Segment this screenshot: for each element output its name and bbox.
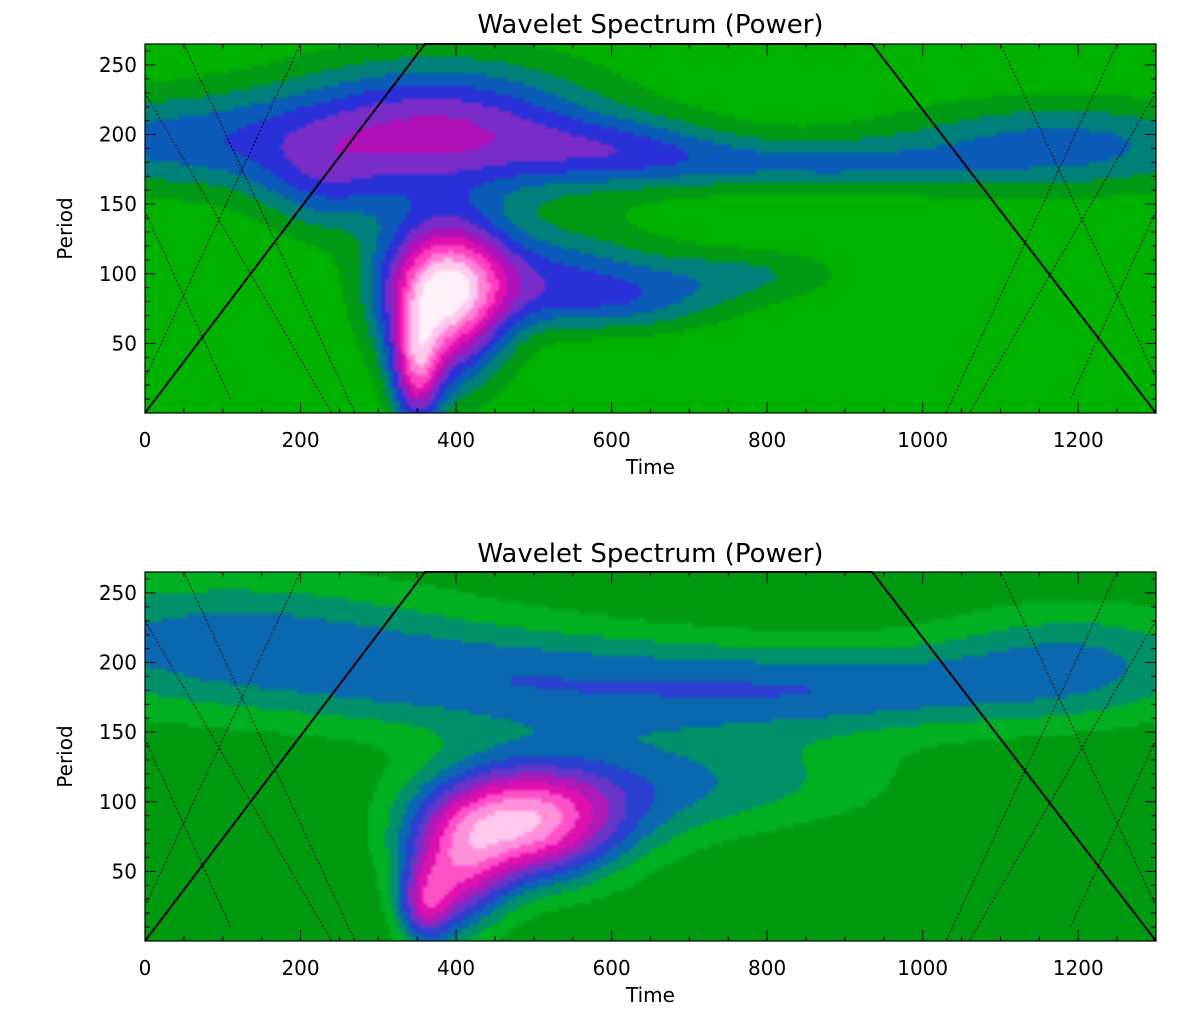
x-tick-label: 400 bbox=[437, 428, 475, 452]
y-axis-label: Period bbox=[53, 197, 77, 259]
y-tick-label: 150 bbox=[99, 192, 137, 216]
dotted-line-2 bbox=[144, 620, 333, 942]
x-tick-label: 0 bbox=[139, 428, 152, 452]
chart-title: Wavelet Spectrum (Power) bbox=[477, 10, 823, 40]
y-tick-label: 150 bbox=[99, 720, 137, 744]
x-tick-label: 1000 bbox=[897, 428, 948, 452]
dotted-line-0 bbox=[144, 571, 301, 907]
x-tick-label: 0 bbox=[139, 956, 152, 980]
x-tick-label: 200 bbox=[281, 428, 319, 452]
wavelet-chart-top: Wavelet Spectrum (Power) 0 200 400 600 800 100… bbox=[0, 0, 1200, 500]
x-axis-label: Time bbox=[625, 983, 675, 1007]
dotted-line-1 bbox=[144, 210, 232, 400]
y-tick-label: 50 bbox=[112, 859, 137, 883]
dotted-line-5 bbox=[1069, 738, 1157, 928]
x-tick-label: 600 bbox=[593, 956, 631, 980]
x-tick-label: 1200 bbox=[1053, 956, 1104, 980]
y-tick-label: 100 bbox=[99, 790, 137, 814]
chart-title: Wavelet Spectrum (Power) bbox=[477, 539, 823, 569]
y-tick-label: 250 bbox=[99, 581, 137, 605]
chart-svg-bottom: Wavelet Spectrum (Power) 0 200 400 600 800 100… bbox=[53, 539, 1157, 1007]
dotted-line-2 bbox=[144, 92, 333, 414]
power-heatmap bbox=[145, 572, 1156, 941]
dotted-line-5 bbox=[1069, 210, 1157, 400]
x-axis-label: Time bbox=[625, 455, 675, 479]
chart-svg-top: Wavelet Spectrum (Power) 0 200 400 600 800 100… bbox=[53, 10, 1157, 479]
dotted-line-4 bbox=[1000, 571, 1157, 907]
x-tick-label: 800 bbox=[748, 956, 786, 980]
dotted-line-4 bbox=[1000, 43, 1157, 379]
y-tick-label: 200 bbox=[99, 123, 137, 147]
x-tick-label: 600 bbox=[593, 428, 631, 452]
dotted-line-6 bbox=[968, 620, 1157, 942]
y-axis-label: Period bbox=[53, 725, 77, 787]
dotted-line-0 bbox=[144, 43, 301, 379]
x-tick-label: 800 bbox=[748, 428, 786, 452]
wavelet-chart-bottom: Wavelet Spectrum (Power) 0 200 400 600 800 100… bbox=[0, 528, 1200, 1011]
y-tick-label: 250 bbox=[99, 53, 137, 77]
x-tick-label: 1000 bbox=[897, 956, 948, 980]
y-tick-label: 200 bbox=[99, 651, 137, 675]
x-tick-label: 1200 bbox=[1053, 428, 1104, 452]
dotted-line-6 bbox=[968, 92, 1157, 414]
x-tick-label: 200 bbox=[281, 956, 319, 980]
y-tick-label: 100 bbox=[99, 262, 137, 286]
dotted-line-1 bbox=[144, 738, 232, 928]
y-tick-label: 50 bbox=[112, 331, 137, 355]
power-heatmap bbox=[145, 44, 1156, 413]
x-tick-label: 400 bbox=[437, 956, 475, 980]
